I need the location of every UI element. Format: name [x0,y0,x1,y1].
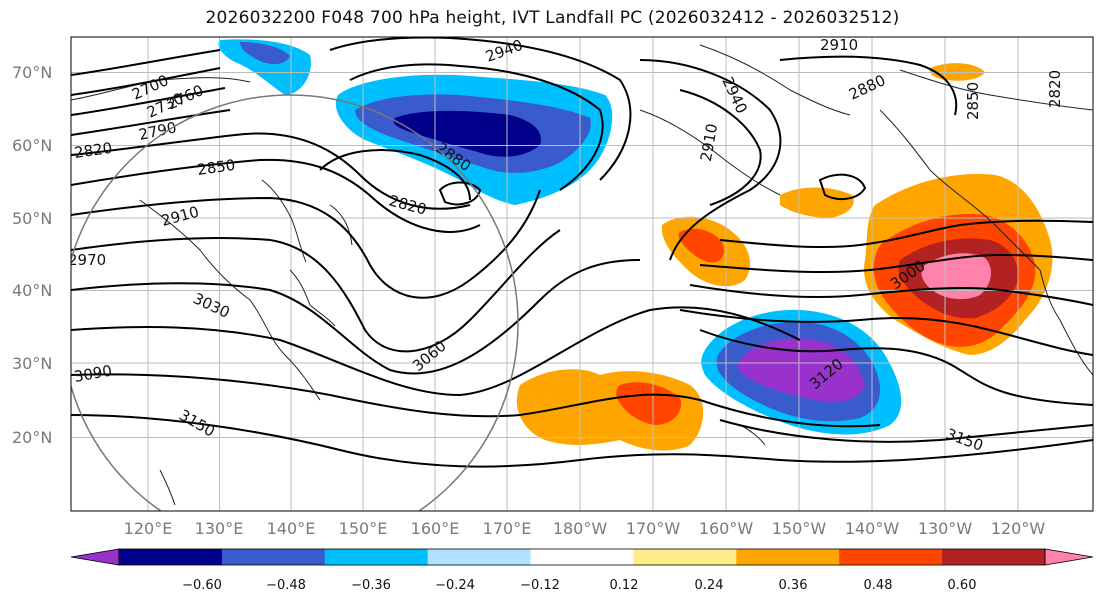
positive-ivt-area-arctic [929,63,985,81]
colorbar-extend-high [1044,548,1094,566]
lon-label: 170°E [483,519,532,538]
colorbar-frame [118,548,1046,566]
contour-label: 2850 [196,156,236,179]
colorbar-segment [530,549,634,565]
positive-ivt-area-gulf [780,187,854,218]
colorbar-segment [633,549,737,565]
colorbar-segment [221,549,326,565]
negative-ivt-area-west-core [240,42,290,65]
lon-label: 150°E [339,519,388,538]
contour-label: 2850 [964,82,982,120]
colorbar-tick-label: 0.24 [695,578,724,593]
colorbar-segment [736,549,840,565]
colorbar-tick-label: −0.12 [520,578,560,593]
map-frame [70,36,1094,512]
colorbar-tick-label: 0.48 [864,578,893,593]
colorbar-tick-label: −0.24 [435,578,475,593]
lon-label: 140°E [267,519,316,538]
colorbar-extend-low [70,548,120,566]
colorbar-tick-label: −0.60 [182,578,222,593]
map-title: 2026032200 F048 700 hPa height, IVT Land… [205,8,900,28]
colorbar-ticks: −0.60 −0.48 −0.36 −0.24 −0.12 0.12 0.24 … [182,578,976,593]
negative-ivt-area-west [218,39,311,95]
lon-label: 170°W [626,519,681,538]
lon-label: 160°E [411,519,460,538]
colorbar-tick-label: −0.36 [351,578,391,593]
height-contours [71,37,1093,468]
contour-label: 2970 [68,251,106,269]
longitude-labels: 120°E 130°E 140°E 150°E 160°E 170°E 180°… [124,519,1046,538]
colorbar-tick-label: 0.12 [610,578,639,593]
colorbar-segment [119,549,223,565]
contour-label: 2820 [1046,70,1064,108]
colorbar-segment [839,549,943,565]
lon-label: 120°E [124,519,173,538]
colorbar-segment [427,549,532,565]
ivt-shading [218,39,1053,451]
reference-circle [71,94,519,511]
contour-label: 2910 [820,36,858,54]
positive-ivt-area-midlat-core [678,228,725,263]
positive-ivt-area-south-core [616,382,682,425]
coastlines [71,44,1093,506]
colorbar-tick-label: −0.48 [266,578,306,593]
lon-label: 120°W [991,519,1046,538]
lat-label: 50°N [12,209,52,228]
lat-label: 40°N [12,281,52,300]
colorbar-segment [324,549,429,565]
lat-label: 30°N [12,354,52,373]
lon-label: 150°W [772,519,827,538]
colorbar [70,548,1094,566]
lon-label: 160°W [699,519,754,538]
colorbar-tick-label: 0.60 [948,578,977,593]
negative-ivt-area-central-max [738,338,865,402]
lon-label: 130°E [195,519,244,538]
lon-label: 180°W [553,519,608,538]
lon-label: 130°W [918,519,973,538]
graticule [71,37,1093,511]
lon-label: 140°W [845,519,900,538]
lat-label: 20°N [12,428,52,447]
lat-label: 60°N [12,136,52,155]
latitude-labels: 70°N 60°N 50°N 40°N 30°N 20°N [12,63,52,447]
contour-label: 2820 [73,139,113,162]
lat-label: 70°N [12,63,52,82]
colorbar-segment [942,549,1046,565]
colorbar-tick-label: 0.36 [779,578,808,593]
